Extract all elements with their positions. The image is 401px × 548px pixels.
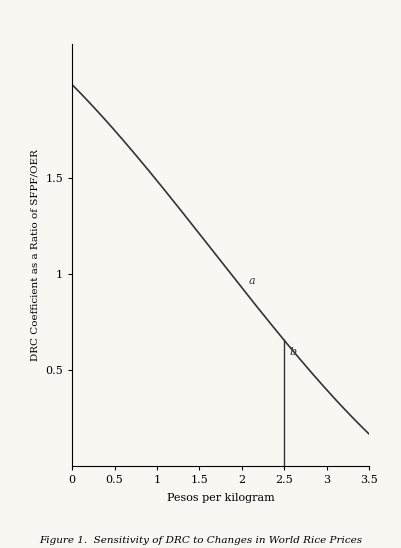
Text: a: a	[249, 276, 255, 286]
Text: b: b	[289, 346, 296, 357]
X-axis label: Pesos per kilogram: Pesos per kilogram	[167, 493, 274, 503]
Text: Figure 1.  Sensitivity of DRC to Changes in World Rice Prices: Figure 1. Sensitivity of DRC to Changes …	[39, 535, 362, 545]
Y-axis label: DRC Coefficient as a Ratio of SFPF/OER: DRC Coefficient as a Ratio of SFPF/OER	[31, 149, 40, 361]
